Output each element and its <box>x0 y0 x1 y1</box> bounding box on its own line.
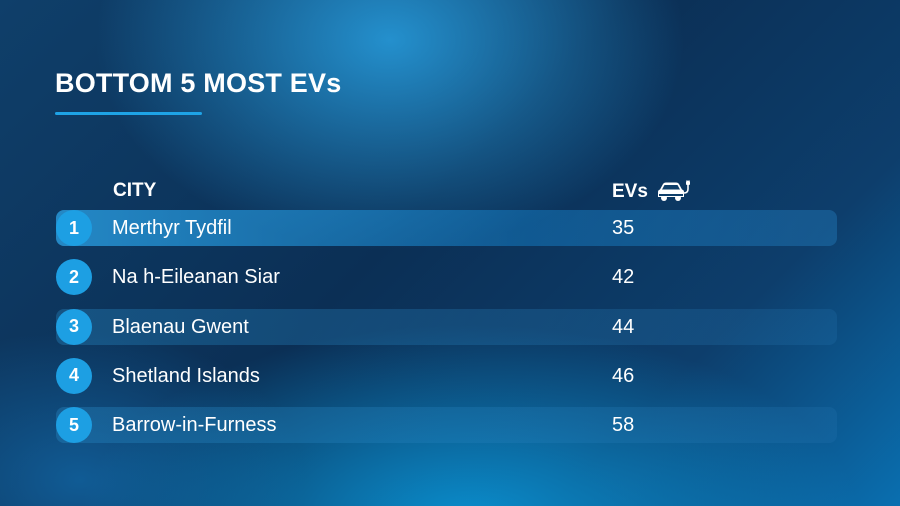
ev-count: 44 <box>612 315 635 338</box>
rank-badge: 1 <box>56 210 92 246</box>
city-name: Barrow-in-Furness <box>112 414 277 437</box>
table-row: 4 Shetland Islands 46 <box>56 357 837 394</box>
page-title: BOTTOM 5 MOST EVs <box>55 68 342 98</box>
rank-badge: 4 <box>56 357 92 394</box>
rank-badge: 2 <box>56 259 92 296</box>
ev-car-icon <box>655 180 691 204</box>
ev-count: 58 <box>612 414 635 437</box>
city-name: Shetland Islands <box>112 364 260 387</box>
table-row: 1 Merthyr Tydfil 35 <box>56 210 837 246</box>
city-name: Blaenau Gwent <box>112 315 249 338</box>
rankings-table: 1 Merthyr Tydfil 35 2 Na h-Eileanan Siar… <box>56 210 837 456</box>
rank-badge: 3 <box>56 308 92 345</box>
column-header-evs-label: EVs <box>612 181 648 202</box>
ev-count: 46 <box>612 364 635 387</box>
city-name: Merthyr Tydfil <box>112 217 232 239</box>
table-row: 3 Blaenau Gwent 44 <box>56 308 837 345</box>
ev-count: 42 <box>612 266 635 289</box>
title-underline <box>55 112 202 115</box>
table-row: 2 Na h-Eileanan Siar 42 <box>56 259 837 296</box>
column-header-city: CITY <box>113 180 157 201</box>
rank-badge: 5 <box>56 407 92 444</box>
ev-count: 35 <box>612 217 635 239</box>
city-name: Na h-Eileanan Siar <box>112 266 280 289</box>
column-header-evs: EVs <box>612 180 691 204</box>
table-row: 5 Barrow-in-Furness 58 <box>56 407 837 444</box>
